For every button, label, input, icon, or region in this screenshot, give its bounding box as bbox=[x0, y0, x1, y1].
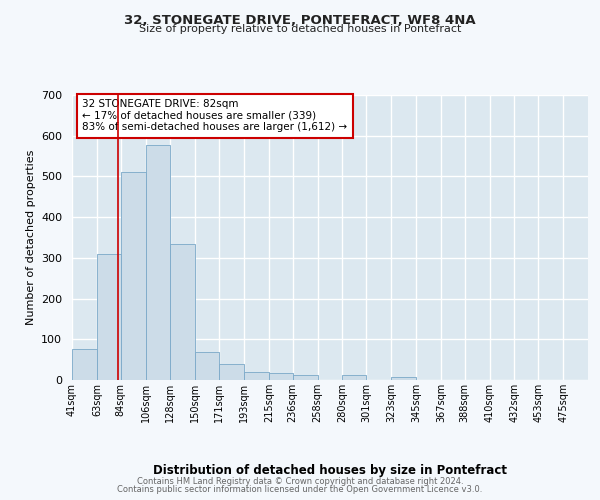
Text: 32, STONEGATE DRIVE, PONTEFRACT, WF8 4NA: 32, STONEGATE DRIVE, PONTEFRACT, WF8 4NA bbox=[124, 14, 476, 27]
Bar bbox=[146, 144, 170, 380]
Bar bbox=[170, 244, 196, 380]
X-axis label: Distribution of detached houses by size in Pontefract: Distribution of detached houses by size … bbox=[153, 464, 507, 477]
Bar bbox=[121, 172, 146, 380]
Bar bbox=[293, 374, 317, 380]
Bar bbox=[196, 352, 219, 380]
Bar bbox=[97, 254, 121, 380]
Y-axis label: Number of detached properties: Number of detached properties bbox=[26, 150, 35, 325]
Bar bbox=[391, 376, 416, 380]
Text: Contains HM Land Registry data © Crown copyright and database right 2024.: Contains HM Land Registry data © Crown c… bbox=[137, 477, 463, 486]
Text: Size of property relative to detached houses in Pontefract: Size of property relative to detached ho… bbox=[139, 24, 461, 34]
Text: 32 STONEGATE DRIVE: 82sqm
← 17% of detached houses are smaller (339)
83% of semi: 32 STONEGATE DRIVE: 82sqm ← 17% of detac… bbox=[82, 100, 347, 132]
Bar bbox=[343, 375, 366, 380]
Bar bbox=[219, 364, 244, 380]
Text: Contains public sector information licensed under the Open Government Licence v3: Contains public sector information licen… bbox=[118, 485, 482, 494]
Bar bbox=[269, 372, 293, 380]
Bar bbox=[72, 350, 97, 380]
Bar bbox=[244, 372, 269, 380]
